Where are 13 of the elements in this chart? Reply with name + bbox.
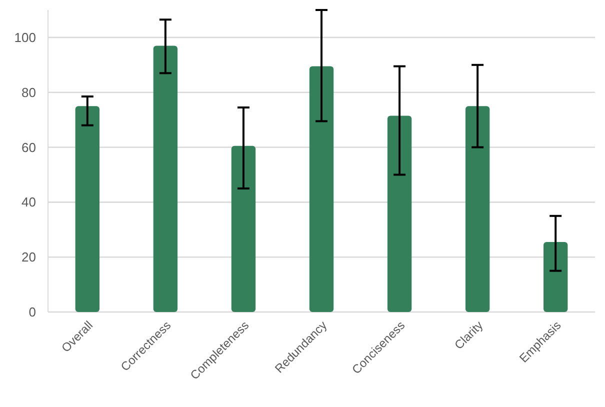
bar bbox=[309, 66, 334, 312]
y-tick-label: 40 bbox=[22, 194, 36, 210]
y-tick-label: 60 bbox=[22, 140, 36, 155]
bar bbox=[465, 106, 490, 312]
bar bbox=[544, 242, 568, 312]
bar bbox=[231, 146, 256, 312]
y-tick-label: 20 bbox=[22, 250, 36, 265]
bar bbox=[387, 116, 412, 312]
bar bbox=[75, 106, 100, 312]
y-tick-label: 80 bbox=[22, 84, 36, 100]
y-tick-label: 0 bbox=[28, 304, 36, 320]
y-tick-label: 100 bbox=[14, 30, 36, 46]
bar bbox=[153, 46, 178, 312]
